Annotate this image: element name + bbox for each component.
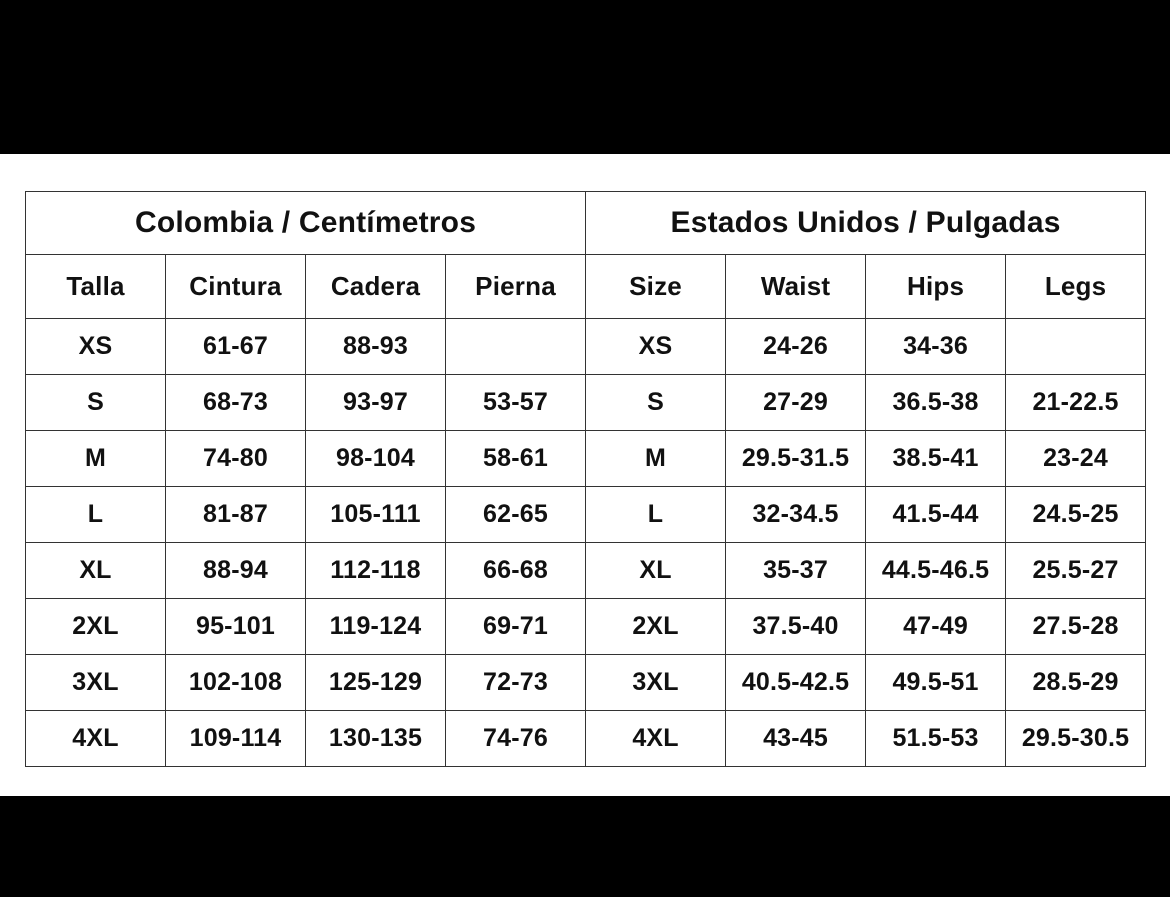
table-row: L 81-87 105-111 62-65 L 32-34.5 41.5-44 24.5-25 [25, 486, 1147, 543]
cell-cintura: 81-87 [165, 486, 306, 543]
table-row: 3XL 102-108 125-129 72-73 3XL 40.5-42.5 49.5-5… [25, 654, 1147, 711]
cell-hips: 44.5-46.5 [865, 542, 1007, 599]
cell-size: L [585, 486, 727, 543]
cell-legs: 23-24 [1005, 430, 1147, 487]
cell-cintura: 95-101 [165, 598, 306, 655]
region-usa-heading: Estados Unidos / Pulgadas [585, 191, 1147, 255]
cell-cintura: 109-114 [165, 710, 306, 767]
cell-waist: 35-37 [725, 542, 867, 599]
cell-pierna: 69-71 [444, 598, 587, 655]
size-chart-table: Colombia / Centímetros Estados Unidos / … [24, 191, 1147, 767]
cell-pierna: 72-73 [444, 654, 587, 711]
cell-waist: 43-45 [725, 710, 867, 767]
cell-pierna: 74-76 [444, 710, 587, 767]
size-rows: XS 61-67 88-93 XS 24-26 34-36 S 68-73 93-97 53-57… [25, 318, 1147, 767]
cell-talla: M [25, 430, 166, 487]
cell-size: XS [585, 318, 727, 375]
table-row: XS 61-67 88-93 XS 24-26 34-36 [25, 318, 1147, 375]
cell-hips: 34-36 [865, 318, 1007, 375]
cell-waist: 32-34.5 [725, 486, 867, 543]
cell-talla: S [25, 374, 166, 431]
column-header-talla: Talla [25, 254, 166, 319]
cell-legs: 28.5-29 [1005, 654, 1147, 711]
cell-cadera: 88-93 [305, 318, 446, 375]
column-header-cadera: Cadera [305, 254, 446, 319]
cell-hips: 36.5-38 [865, 374, 1007, 431]
column-header-size: Size [585, 254, 727, 319]
column-header-legs: Legs [1005, 254, 1147, 319]
cell-size: M [585, 430, 727, 487]
cell-pierna: 62-65 [444, 486, 587, 543]
cell-talla: 4XL [25, 710, 166, 767]
cell-hips: 38.5-41 [865, 430, 1007, 487]
cell-cadera: 112-118 [305, 542, 446, 599]
cell-pierna [444, 318, 587, 375]
cell-pierna: 66-68 [444, 542, 587, 599]
cell-waist: 40.5-42.5 [725, 654, 867, 711]
cell-cadera: 98-104 [305, 430, 446, 487]
table-row: S 68-73 93-97 53-57 S 27-29 36.5-38 21-22.5 [25, 374, 1147, 431]
cell-size: S [585, 374, 727, 431]
region-header-row: Colombia / Centímetros Estados Unidos / … [24, 191, 1147, 255]
cell-cintura: 102-108 [165, 654, 306, 711]
cell-waist: 37.5-40 [725, 598, 867, 655]
table-row: M 74-80 98-104 58-61 M 29.5-31.5 38.5-41 23-24 [25, 430, 1147, 487]
cell-cadera: 130-135 [305, 710, 446, 767]
column-header-pierna: Pierna [444, 254, 587, 319]
cell-waist: 27-29 [725, 374, 867, 431]
cell-size: 3XL [585, 654, 727, 711]
cell-cintura: 88-94 [165, 542, 306, 599]
cell-hips: 49.5-51 [865, 654, 1007, 711]
column-header-waist: Waist [725, 254, 867, 319]
cell-talla: L [25, 486, 166, 543]
column-header-cintura: Cintura [165, 254, 306, 319]
column-header-hips: Hips [865, 254, 1007, 319]
column-header-row: Talla Cintura Cadera Pierna Size Waist H… [25, 254, 1147, 319]
cell-cadera: 93-97 [305, 374, 446, 431]
cell-size: 4XL [585, 710, 727, 767]
cell-cintura: 74-80 [165, 430, 306, 487]
table-row: 2XL 95-101 119-124 69-71 2XL 37.5-40 47-49 27.5… [25, 598, 1147, 655]
cell-cadera: 105-111 [305, 486, 446, 543]
cell-hips: 41.5-44 [865, 486, 1007, 543]
cell-talla: XS [25, 318, 166, 375]
cell-pierna: 58-61 [444, 430, 587, 487]
cell-waist: 24-26 [725, 318, 867, 375]
cell-hips: 51.5-53 [865, 710, 1007, 767]
cell-cadera: 119-124 [305, 598, 446, 655]
cell-size: 2XL [585, 598, 727, 655]
cell-legs: 24.5-25 [1005, 486, 1147, 543]
cell-talla: XL [25, 542, 166, 599]
cell-legs: 25.5-27 [1005, 542, 1147, 599]
cell-cadera: 125-129 [305, 654, 446, 711]
cell-size: XL [585, 542, 727, 599]
cell-legs [1005, 318, 1147, 375]
table-row: XL 88-94 112-118 66-68 XL 35-37 44.5-46.5 25.5-… [25, 542, 1147, 599]
cell-talla: 3XL [25, 654, 166, 711]
cell-legs: 21-22.5 [1005, 374, 1147, 431]
cell-waist: 29.5-31.5 [725, 430, 867, 487]
cell-cintura: 61-67 [165, 318, 306, 375]
cell-talla: 2XL [25, 598, 166, 655]
cell-legs: 27.5-28 [1005, 598, 1147, 655]
table-row: 4XL 109-114 130-135 74-76 4XL 43-45 51.5-53 29.… [25, 710, 1147, 767]
cell-pierna: 53-57 [444, 374, 587, 431]
region-colombia-heading: Colombia / Centímetros [24, 191, 587, 255]
cell-cintura: 68-73 [165, 374, 306, 431]
cell-hips: 47-49 [865, 598, 1007, 655]
cell-legs: 29.5-30.5 [1005, 710, 1147, 767]
